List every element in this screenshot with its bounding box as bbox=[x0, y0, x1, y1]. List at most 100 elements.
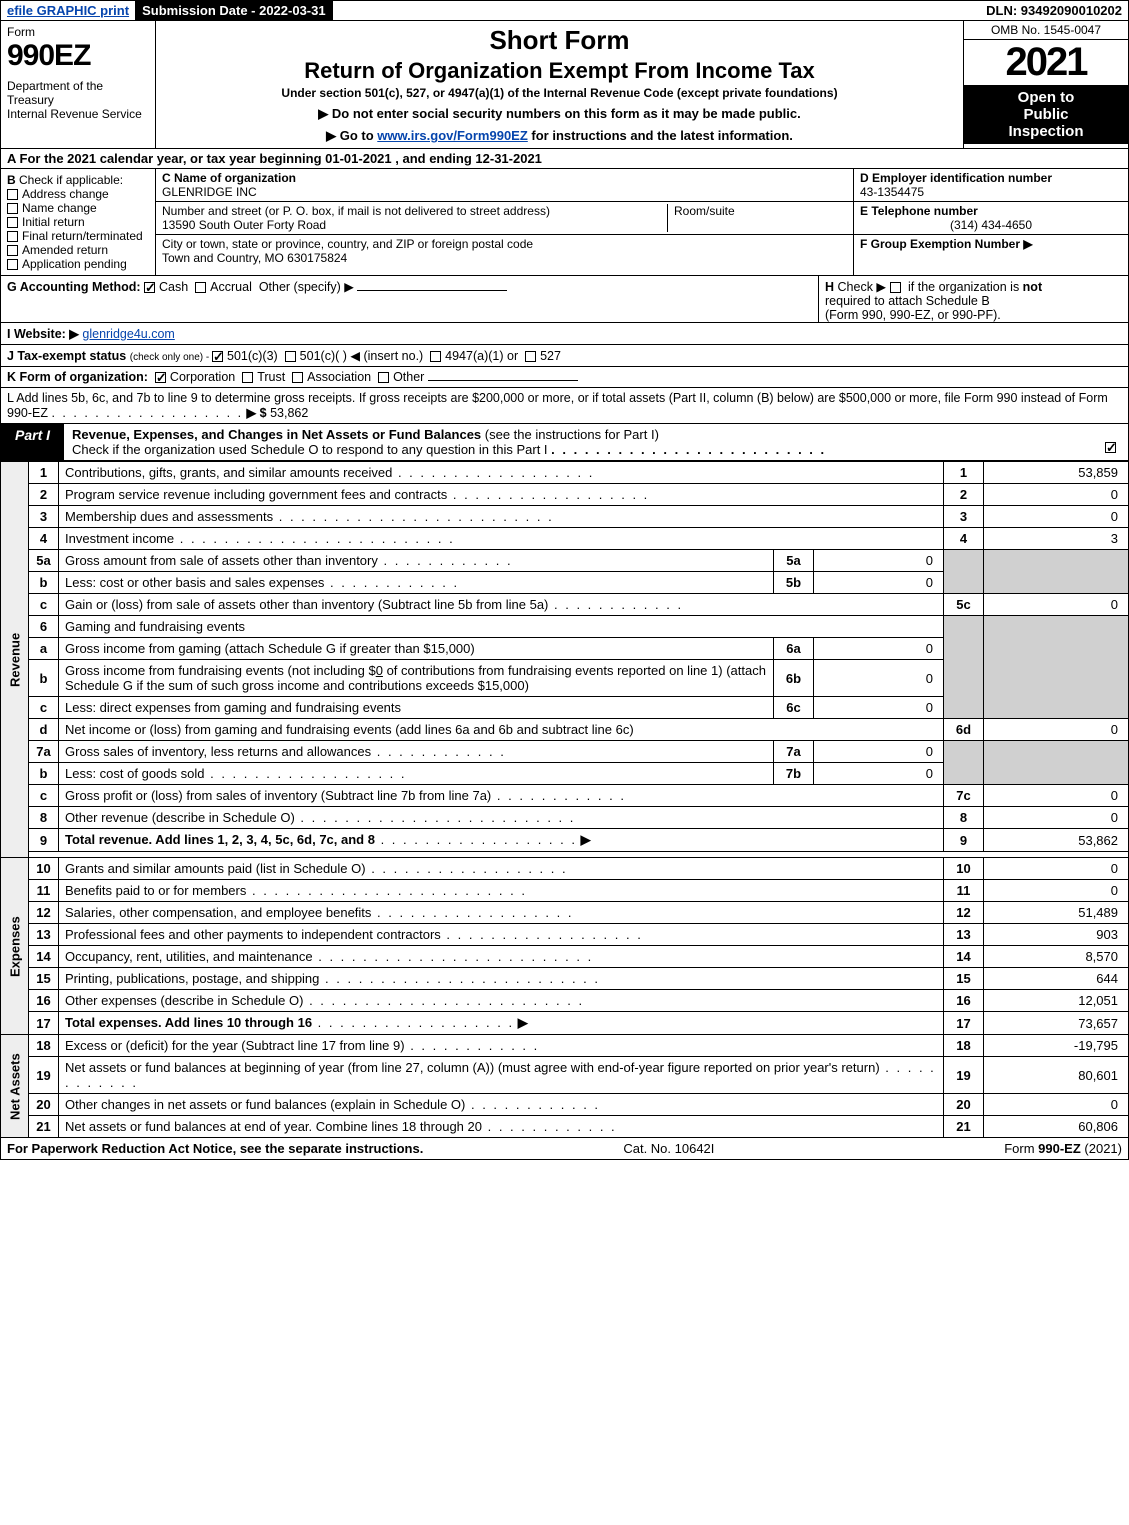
cb-4947[interactable] bbox=[430, 351, 441, 362]
line-4-desc: Investment income bbox=[59, 528, 944, 550]
line-6b-desc: Gross income from fundraising events (no… bbox=[59, 660, 774, 697]
lbl-other-method: Other (specify) ▶ bbox=[259, 280, 354, 294]
h-check-arrow: Check ▶ bbox=[838, 280, 887, 294]
cb-initial-return[interactable] bbox=[7, 217, 18, 228]
cb-other-org[interactable] bbox=[378, 372, 389, 383]
h-text4: (Form 990, 990-EZ, or 990-PF). bbox=[825, 308, 1001, 322]
cb-schedule-o[interactable] bbox=[1105, 442, 1116, 453]
irs-label: Internal Revenue Service bbox=[7, 107, 149, 121]
cb-assoc[interactable] bbox=[292, 372, 303, 383]
part1-title: Revenue, Expenses, and Changes in Net As… bbox=[64, 424, 1128, 460]
line-6c-desc: Less: direct expenses from gaming and fu… bbox=[59, 697, 774, 719]
l-dots bbox=[51, 406, 243, 420]
cb-cash[interactable] bbox=[144, 282, 155, 293]
row-i: I Website: ▶ glenridge4u.com bbox=[0, 323, 1129, 345]
part1-sub: (see the instructions for Part I) bbox=[485, 427, 659, 442]
line-5b-boxval: 0 bbox=[814, 572, 944, 594]
cb-501c[interactable] bbox=[285, 351, 296, 362]
cb-accrual[interactable] bbox=[195, 282, 206, 293]
h-not: not bbox=[1023, 280, 1042, 294]
dept-treasury: Department of the Treasury bbox=[7, 79, 149, 107]
subtitle: Under section 501(c), 527, or 4947(a)(1)… bbox=[162, 86, 957, 100]
row-gh: G Accounting Method: Cash Accrual Other … bbox=[0, 276, 1129, 323]
line-14-val: 8,570 bbox=[984, 946, 1129, 968]
cb-name-change[interactable] bbox=[7, 203, 18, 214]
line-19-val: 80,601 bbox=[984, 1057, 1129, 1094]
line-12-desc: Salaries, other compensation, and employ… bbox=[59, 902, 944, 924]
cb-527[interactable] bbox=[525, 351, 536, 362]
line-7a-box: 7a bbox=[774, 741, 814, 763]
line-16-val: 12,051 bbox=[984, 990, 1129, 1012]
open2: Public bbox=[966, 106, 1126, 123]
f-label: F Group Exemption Number bbox=[860, 237, 1020, 251]
box-def: D Employer identification number 43-1354… bbox=[853, 169, 1128, 275]
cb-final-return[interactable] bbox=[7, 231, 18, 242]
line-5a-desc: Gross amount from sale of assets other t… bbox=[59, 550, 774, 572]
b-label: B bbox=[7, 173, 16, 187]
line-7a-boxval: 0 bbox=[814, 741, 944, 763]
website-link[interactable]: glenridge4u.com bbox=[82, 327, 174, 341]
cb-app-pending[interactable] bbox=[7, 259, 18, 270]
row-k: K Form of organization: Corporation Trus… bbox=[0, 367, 1129, 388]
part1-title-text: Revenue, Expenses, and Changes in Net As… bbox=[72, 427, 485, 442]
line-6b-boxval: 0 bbox=[814, 660, 944, 697]
line-3-desc: Membership dues and assessments bbox=[59, 506, 944, 528]
line-10-desc: Grants and similar amounts paid (list in… bbox=[59, 858, 944, 880]
lbl-accrual: Accrual bbox=[210, 280, 252, 294]
efile-link[interactable]: efile GRAPHIC print bbox=[7, 3, 129, 18]
line-3-val: 0 bbox=[984, 506, 1129, 528]
line-14-desc: Occupancy, rent, utilities, and maintena… bbox=[59, 946, 944, 968]
header-right: OMB No. 1545-0047 2021 Open to Public In… bbox=[963, 21, 1128, 148]
footer-right: Form 990-EZ (2021) bbox=[1004, 1141, 1122, 1156]
line-1-desc: Contributions, gifts, grants, and simila… bbox=[59, 462, 944, 484]
lbl-final-return: Final return/terminated bbox=[22, 229, 143, 243]
part1-header: Part I Revenue, Expenses, and Changes in… bbox=[0, 424, 1129, 461]
ein-value: 43-1354475 bbox=[860, 185, 1122, 199]
lbl-assoc: Association bbox=[307, 370, 371, 384]
netassets-label: Net Assets bbox=[1, 1035, 29, 1138]
line-15-desc: Printing, publications, postage, and shi… bbox=[59, 968, 944, 990]
lbl-trust: Trust bbox=[257, 370, 285, 384]
ssn-warning: ▶ Do not enter social security numbers o… bbox=[162, 106, 957, 122]
line-6-desc: Gaming and fundraising events bbox=[59, 616, 944, 638]
cb-address-change[interactable] bbox=[7, 189, 18, 200]
form-header: Form 990EZ Department of the Treasury In… bbox=[0, 21, 1129, 149]
cb-trust[interactable] bbox=[242, 372, 253, 383]
cb-501c3[interactable] bbox=[212, 351, 223, 362]
line-5a-boxval: 0 bbox=[814, 550, 944, 572]
irs-link[interactable]: www.irs.gov/Form990EZ bbox=[377, 128, 528, 143]
lbl-501c3: 501(c)(3) bbox=[227, 349, 278, 363]
line-7b-boxval: 0 bbox=[814, 763, 944, 785]
open1: Open to bbox=[966, 89, 1126, 106]
footer-center: Cat. No. 10642I bbox=[623, 1141, 714, 1156]
lbl-corp: Corporation bbox=[170, 370, 235, 384]
lbl-4947: 4947(a)(1) or bbox=[445, 349, 518, 363]
line-19-desc: Net assets or fund balances at beginning… bbox=[59, 1057, 944, 1094]
line-5c-val: 0 bbox=[984, 594, 1129, 616]
header-center: Short Form Return of Organization Exempt… bbox=[156, 21, 963, 148]
lbl-other-org: Other bbox=[393, 370, 424, 384]
lbl-app-pending: Application pending bbox=[22, 257, 127, 271]
cb-amended[interactable] bbox=[7, 245, 18, 256]
line-1-no: 1 bbox=[29, 462, 59, 484]
row-l: L Add lines 5b, 6c, and 7b to line 9 to … bbox=[0, 388, 1129, 424]
expenses-label: Expenses bbox=[1, 858, 29, 1035]
j-label: J Tax-exempt status bbox=[7, 349, 130, 363]
lbl-initial-return: Initial return bbox=[22, 215, 85, 229]
row-g: G Accounting Method: Cash Accrual Other … bbox=[7, 279, 818, 319]
line-6a-box: 6a bbox=[774, 638, 814, 660]
line-20-desc: Other changes in net assets or fund bala… bbox=[59, 1094, 944, 1116]
lbl-name-change: Name change bbox=[22, 201, 97, 215]
b-check-if: Check if applicable: bbox=[19, 173, 123, 187]
footer-left: For Paperwork Reduction Act Notice, see … bbox=[7, 1141, 423, 1156]
lbl-amended: Amended return bbox=[22, 243, 108, 257]
other-method-blank bbox=[357, 290, 507, 291]
cb-corp[interactable] bbox=[155, 372, 166, 383]
street-value: 13590 South Outer Forty Road bbox=[162, 218, 667, 232]
top-bar: efile GRAPHIC print Submission Date - 20… bbox=[0, 0, 1129, 21]
goto-post: for instructions and the latest informat… bbox=[528, 128, 793, 143]
line-17-desc: Total expenses. Add lines 10 through 16 … bbox=[59, 1012, 944, 1035]
cb-schedule-b[interactable] bbox=[890, 282, 901, 293]
line-2-val: 0 bbox=[984, 484, 1129, 506]
org-name: GLENRIDGE INC bbox=[162, 185, 847, 199]
